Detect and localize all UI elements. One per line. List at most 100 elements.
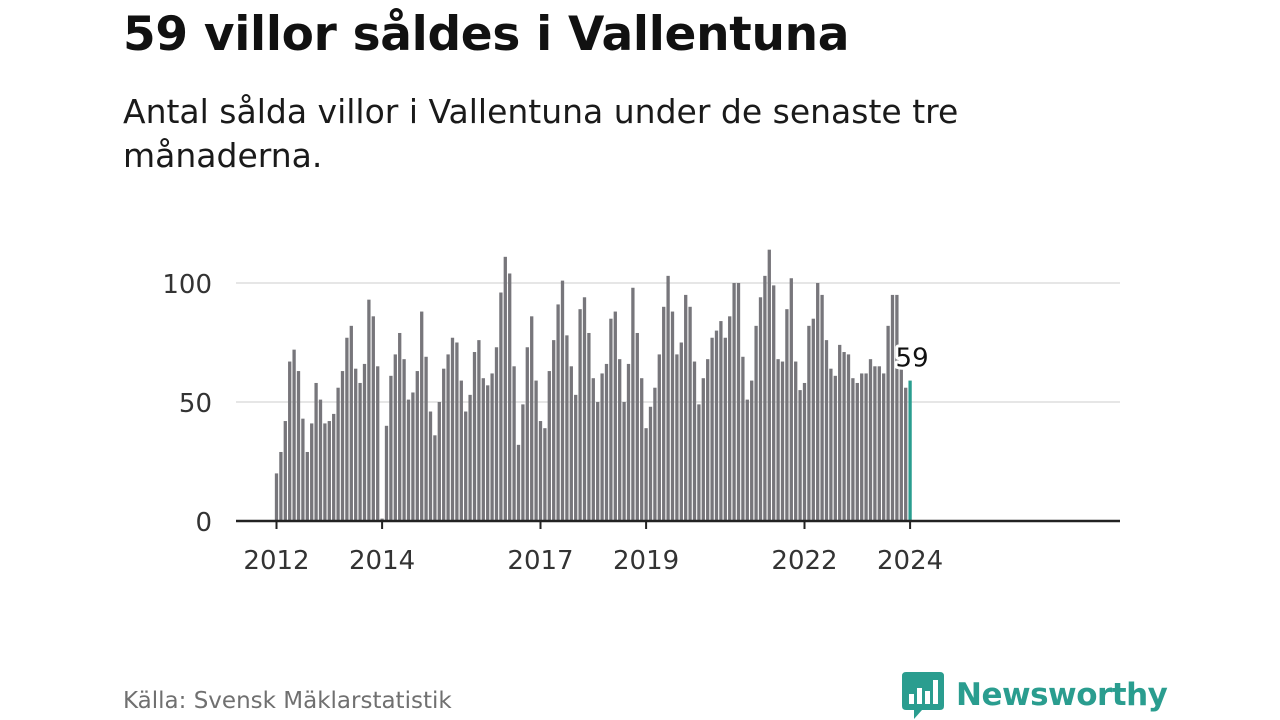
bar — [816, 283, 820, 521]
bar — [723, 337, 727, 521]
bar — [714, 330, 719, 521]
bar — [750, 380, 754, 521]
bar — [662, 306, 666, 521]
bar — [732, 283, 736, 521]
bar — [534, 380, 538, 521]
bar — [340, 371, 345, 521]
bar — [402, 359, 406, 521]
bar — [794, 361, 798, 521]
bar — [468, 394, 472, 521]
bar — [833, 375, 837, 521]
bar — [666, 275, 670, 521]
bar — [428, 411, 433, 521]
bar — [684, 294, 688, 521]
bar — [481, 378, 485, 521]
bar — [437, 402, 441, 521]
bar — [785, 309, 789, 521]
bar — [688, 306, 692, 521]
bar — [855, 382, 859, 521]
x-tick-label: 2012 — [243, 546, 309, 576]
bar — [552, 340, 556, 521]
bar — [389, 375, 393, 521]
bar — [697, 404, 701, 521]
bar — [890, 294, 895, 521]
bar — [706, 359, 710, 521]
bar — [653, 387, 657, 521]
bar-highlight — [908, 380, 912, 521]
bar — [349, 325, 353, 521]
bar — [455, 342, 459, 521]
bar — [274, 473, 279, 521]
bar — [657, 354, 661, 521]
bar — [376, 366, 380, 521]
bar — [560, 280, 565, 521]
bar — [578, 309, 582, 521]
bar — [279, 451, 283, 521]
bar — [508, 273, 512, 521]
bar — [512, 366, 516, 521]
bar — [521, 404, 525, 521]
bar — [367, 299, 371, 521]
bar — [851, 378, 855, 521]
bar — [860, 373, 864, 521]
x-tick-label: 2014 — [349, 546, 415, 576]
bar — [767, 249, 771, 521]
bar — [772, 285, 776, 521]
bar — [415, 371, 419, 521]
bar — [604, 363, 609, 521]
bar — [829, 368, 833, 521]
newsworthy-logo-icon — [902, 672, 944, 719]
bar — [565, 335, 569, 521]
bar — [332, 413, 336, 521]
bar — [442, 368, 446, 521]
y-tick-label: 0 — [195, 508, 212, 538]
bar — [556, 304, 560, 521]
bar — [538, 421, 543, 521]
bar — [547, 371, 551, 521]
bar — [310, 423, 314, 521]
bar — [877, 366, 881, 521]
bar — [398, 332, 402, 521]
bar — [358, 382, 362, 521]
bar — [692, 361, 697, 521]
bar — [640, 378, 644, 521]
bar — [433, 435, 437, 521]
bar — [780, 361, 785, 521]
bar — [587, 332, 591, 521]
brand-logo: Newsworthy — [902, 670, 1168, 720]
bar — [882, 373, 886, 521]
bar — [411, 392, 415, 521]
bar — [609, 318, 613, 521]
bar — [503, 256, 507, 521]
bar — [820, 294, 824, 521]
bar — [838, 344, 842, 521]
highlight-value-label: 59 — [896, 344, 929, 374]
bar — [596, 402, 600, 521]
bar — [490, 373, 494, 521]
bar — [811, 318, 815, 521]
bar — [424, 356, 428, 521]
x-tick-label: 2024 — [877, 546, 943, 576]
bar — [582, 297, 587, 521]
y-tick-label: 100 — [162, 270, 212, 300]
y-tick-label: 50 — [179, 389, 212, 419]
bar — [318, 399, 323, 521]
x-tick-label: 2022 — [771, 546, 837, 576]
bar — [494, 347, 499, 521]
bar — [305, 451, 309, 521]
bar — [644, 428, 648, 521]
bar — [842, 352, 846, 521]
bar — [292, 349, 296, 521]
bar — [472, 352, 477, 521]
bar — [345, 337, 349, 521]
bar — [763, 275, 767, 521]
brand-name: Newsworthy — [956, 677, 1168, 713]
bar — [670, 311, 675, 521]
bar — [323, 423, 327, 521]
bar — [824, 340, 829, 521]
bar — [846, 354, 851, 521]
bar — [626, 363, 631, 521]
bar — [728, 316, 732, 521]
bar — [675, 354, 679, 521]
bar — [873, 366, 877, 521]
